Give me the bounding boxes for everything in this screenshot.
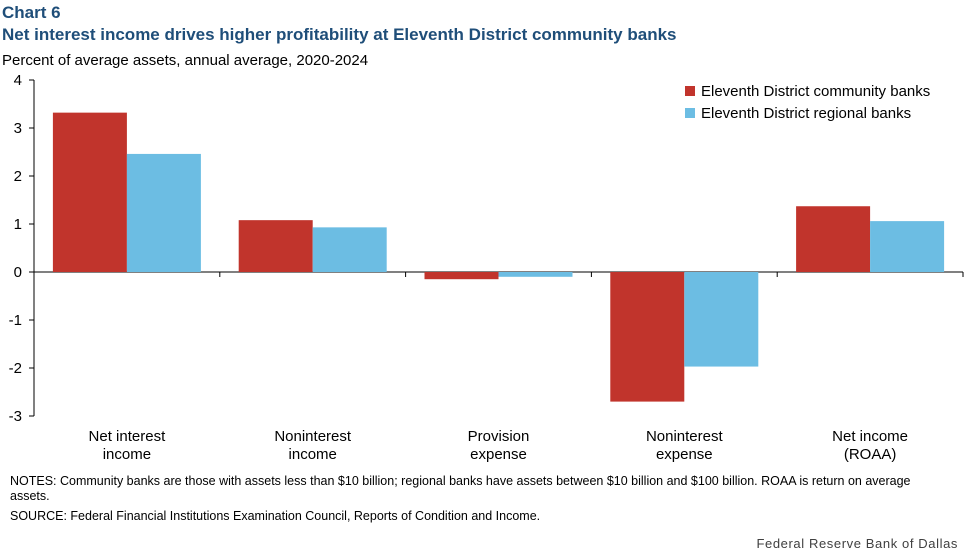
legend-swatch [685, 86, 695, 96]
y-tick-label: 4 [14, 72, 22, 89]
y-tick-label: 2 [14, 168, 22, 185]
chart-label: Chart 6 [2, 3, 61, 22]
chart-title: Net interest income drives higher profit… [2, 25, 677, 44]
bar-series2-cat1 [126, 153, 201, 272]
legend-swatch [685, 108, 695, 118]
category-label: expense [470, 446, 527, 463]
category-label: expense [656, 446, 713, 463]
category-label: (ROAA) [844, 446, 897, 463]
bar-series1-cat4 [610, 272, 685, 402]
y-tick-label: -1 [9, 312, 22, 329]
notes-text: NOTES: Community banks are those with as… [10, 474, 911, 503]
category-label: income [289, 446, 337, 463]
y-tick-label: -2 [9, 360, 22, 377]
y-tick-label: -3 [9, 408, 22, 425]
publisher-credit: Federal Reserve Bank of Dallas [756, 536, 958, 551]
bar-series2-cat4 [684, 272, 759, 367]
legend-entry: Eleventh District regional banks [701, 105, 911, 122]
category-label: Noninterest [646, 428, 724, 445]
chart-subtitle: Percent of average assets, annual averag… [2, 52, 369, 69]
category-label: Net interest [89, 428, 167, 445]
y-tick-label: 0 [14, 264, 22, 281]
category-label: Net income [832, 428, 908, 445]
bar-series2-cat2 [312, 227, 387, 272]
bar-series1-cat5 [796, 206, 871, 272]
bar-series2-cat5 [870, 221, 945, 272]
bar-series2-cat3 [498, 272, 573, 277]
y-tick-label: 3 [14, 120, 22, 137]
bar-series1-cat2 [238, 220, 313, 272]
category-label: Provision [468, 428, 530, 445]
y-tick-label: 1 [14, 216, 22, 233]
category-label: Noninterest [274, 428, 352, 445]
legend-entry: Eleventh District community banks [701, 83, 930, 100]
bar-series1-cat3 [424, 272, 499, 280]
bar-series1-cat1 [52, 112, 127, 272]
legend: Eleventh District community banks Elevent… [685, 83, 930, 122]
category-label: income [103, 446, 151, 463]
bars-layer [52, 112, 945, 402]
source-text: SOURCE: Federal Financial Institutions E… [10, 509, 541, 523]
